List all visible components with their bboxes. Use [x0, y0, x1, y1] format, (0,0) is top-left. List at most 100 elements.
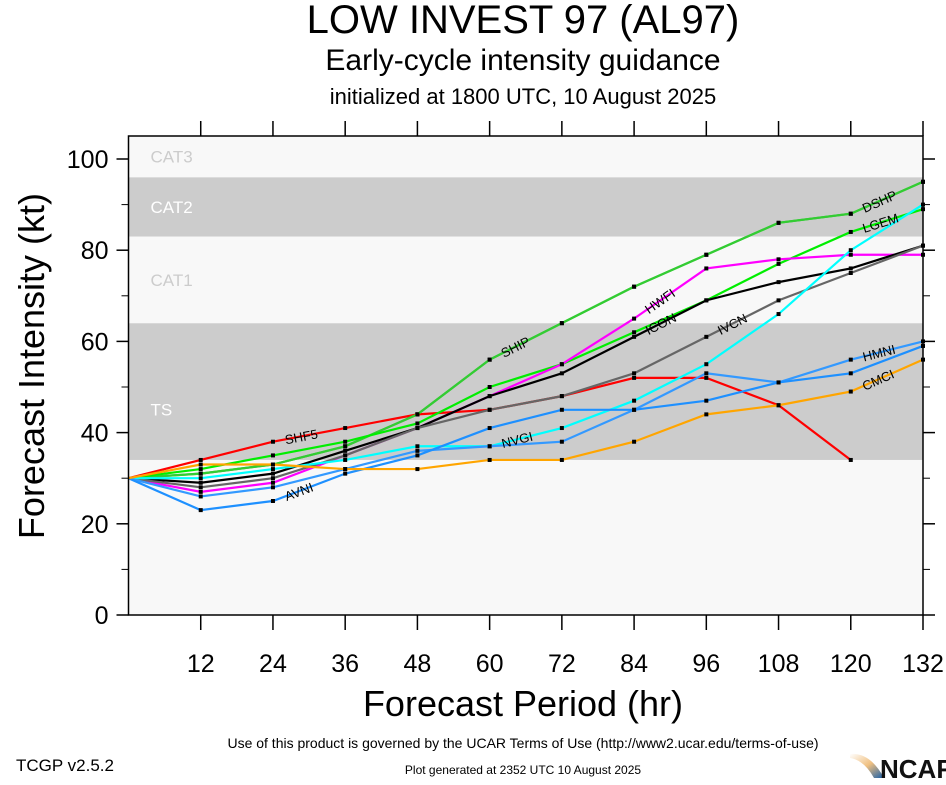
series-point-nvgi	[632, 398, 637, 403]
series-point-lgem	[776, 261, 781, 266]
series-point-ivcn	[704, 334, 709, 339]
series-point-hmni	[487, 444, 492, 449]
y-tick-label: 60	[81, 328, 109, 356]
series-point-avni	[559, 407, 564, 412]
series-point-cmci	[632, 439, 637, 444]
chart-subtitle: Early-cycle intensity guidance	[325, 44, 721, 77]
series-point-ivcn	[415, 426, 420, 431]
series-point-hwfi	[704, 266, 709, 271]
series-point-hmni	[704, 371, 709, 376]
series-point-lgem	[632, 330, 637, 335]
x-tick-label: 120	[830, 650, 872, 678]
series-line-ship	[128, 180, 924, 480]
series-point-ship	[415, 412, 420, 417]
series-point-nvgi	[270, 467, 275, 472]
x-axis-label: Forecast Period (hr)	[362, 683, 684, 724]
series-point-icon	[198, 480, 203, 485]
x-tick-label: 48	[404, 650, 432, 678]
series-point-shf5	[270, 439, 275, 444]
y-tick-label: 0	[95, 602, 109, 630]
version-label: TCGP v2.5.2	[16, 756, 114, 775]
series-line-ivcn	[128, 244, 924, 489]
series-point-avni	[776, 380, 781, 385]
series-point-cmci	[487, 457, 492, 462]
series-point-ship	[776, 220, 781, 225]
x-tick-label: 96	[692, 650, 720, 678]
series-point-lgem	[343, 439, 348, 444]
series-point-nvgi	[776, 312, 781, 317]
band-label-cat2: CAT2	[151, 198, 193, 217]
series-point-icon	[704, 298, 709, 303]
series-point-nvgi	[415, 444, 420, 449]
series-point-hmni	[415, 448, 420, 453]
x-tick-label: 84	[620, 650, 648, 678]
series-point-lgem	[198, 467, 203, 472]
x-tick-label: 60	[476, 650, 504, 678]
y-tick-label: 20	[81, 511, 109, 539]
series-point-icon	[559, 371, 564, 376]
series-point-hmni	[848, 357, 853, 362]
chart-title: LOW INVEST 97 (AL97)	[306, 0, 740, 42]
series-point-hwfi	[559, 362, 564, 367]
series-point-nvgi	[559, 426, 564, 431]
series-point-hwfi	[632, 316, 637, 321]
series-point-cmci	[704, 412, 709, 417]
series-point-hwfi	[198, 489, 203, 494]
series-point-icon	[343, 448, 348, 453]
series-point-cmci	[270, 462, 275, 467]
series-point-hwfi	[848, 252, 853, 257]
terms-of-use-text: Use of this product is governed by the U…	[227, 735, 819, 751]
ncar-logo: NCAR	[850, 752, 946, 785]
series-point-ship	[632, 284, 637, 289]
series-point-icon	[632, 334, 637, 339]
y-tick-label: 40	[81, 420, 109, 448]
series-point-hmni	[198, 494, 203, 499]
series-point-avni	[198, 508, 203, 513]
series-point-hwfi	[776, 257, 781, 262]
series-label-shf5: SHF5	[284, 426, 319, 447]
series-point-shf5	[198, 457, 203, 462]
plot-frame	[127, 135, 924, 616]
y-tick-label: 100	[67, 146, 109, 174]
series-point-ship	[487, 357, 492, 362]
band-cat1	[128, 236, 923, 324]
series-point-hmni	[270, 485, 275, 490]
band-label-cat3: CAT3	[151, 148, 193, 167]
series-point-icon	[776, 280, 781, 285]
series-point-ivcn	[198, 485, 203, 490]
y-tick-label: 80	[81, 237, 109, 265]
series-point-avni	[632, 407, 637, 412]
series-point-avni	[848, 371, 853, 376]
generated-time-text: Plot generated at 2352 UTC 10 August 202…	[404, 763, 642, 777]
series-point-icon	[848, 266, 853, 271]
series-point-ship	[343, 444, 348, 449]
x-tick-label: 132	[902, 650, 944, 678]
series-point-cmci	[848, 389, 853, 394]
series-point-ship	[198, 471, 203, 476]
x-tick-label: 36	[331, 650, 359, 678]
series-point-lgem	[848, 229, 853, 234]
series-point-cmci	[198, 462, 203, 467]
series-line-nvgi	[128, 203, 924, 480]
series-point-avni	[343, 471, 348, 476]
series-point-cmci	[343, 467, 348, 472]
series-point-ship	[704, 252, 709, 257]
series-point-avni	[487, 426, 492, 431]
band-cat3	[128, 136, 923, 178]
series-point-ship	[559, 321, 564, 326]
series-point-ivcn	[559, 394, 564, 399]
series-point-ship	[848, 211, 853, 216]
series-point-lgem	[415, 421, 420, 426]
series-line-icon	[128, 244, 924, 484]
x-tick-label: 108	[758, 650, 800, 678]
series-point-hwfi	[270, 480, 275, 485]
series-point-ivcn	[270, 476, 275, 481]
series-point-cmci	[559, 457, 564, 462]
band-label-ts: TS	[151, 401, 173, 420]
series-line-avni	[128, 344, 924, 512]
series-point-avni	[415, 453, 420, 458]
series-point-icon	[270, 471, 275, 476]
chart-init-time: initialized at 1800 UTC, 10 August 2025	[329, 84, 717, 109]
series-point-hmni	[559, 439, 564, 444]
